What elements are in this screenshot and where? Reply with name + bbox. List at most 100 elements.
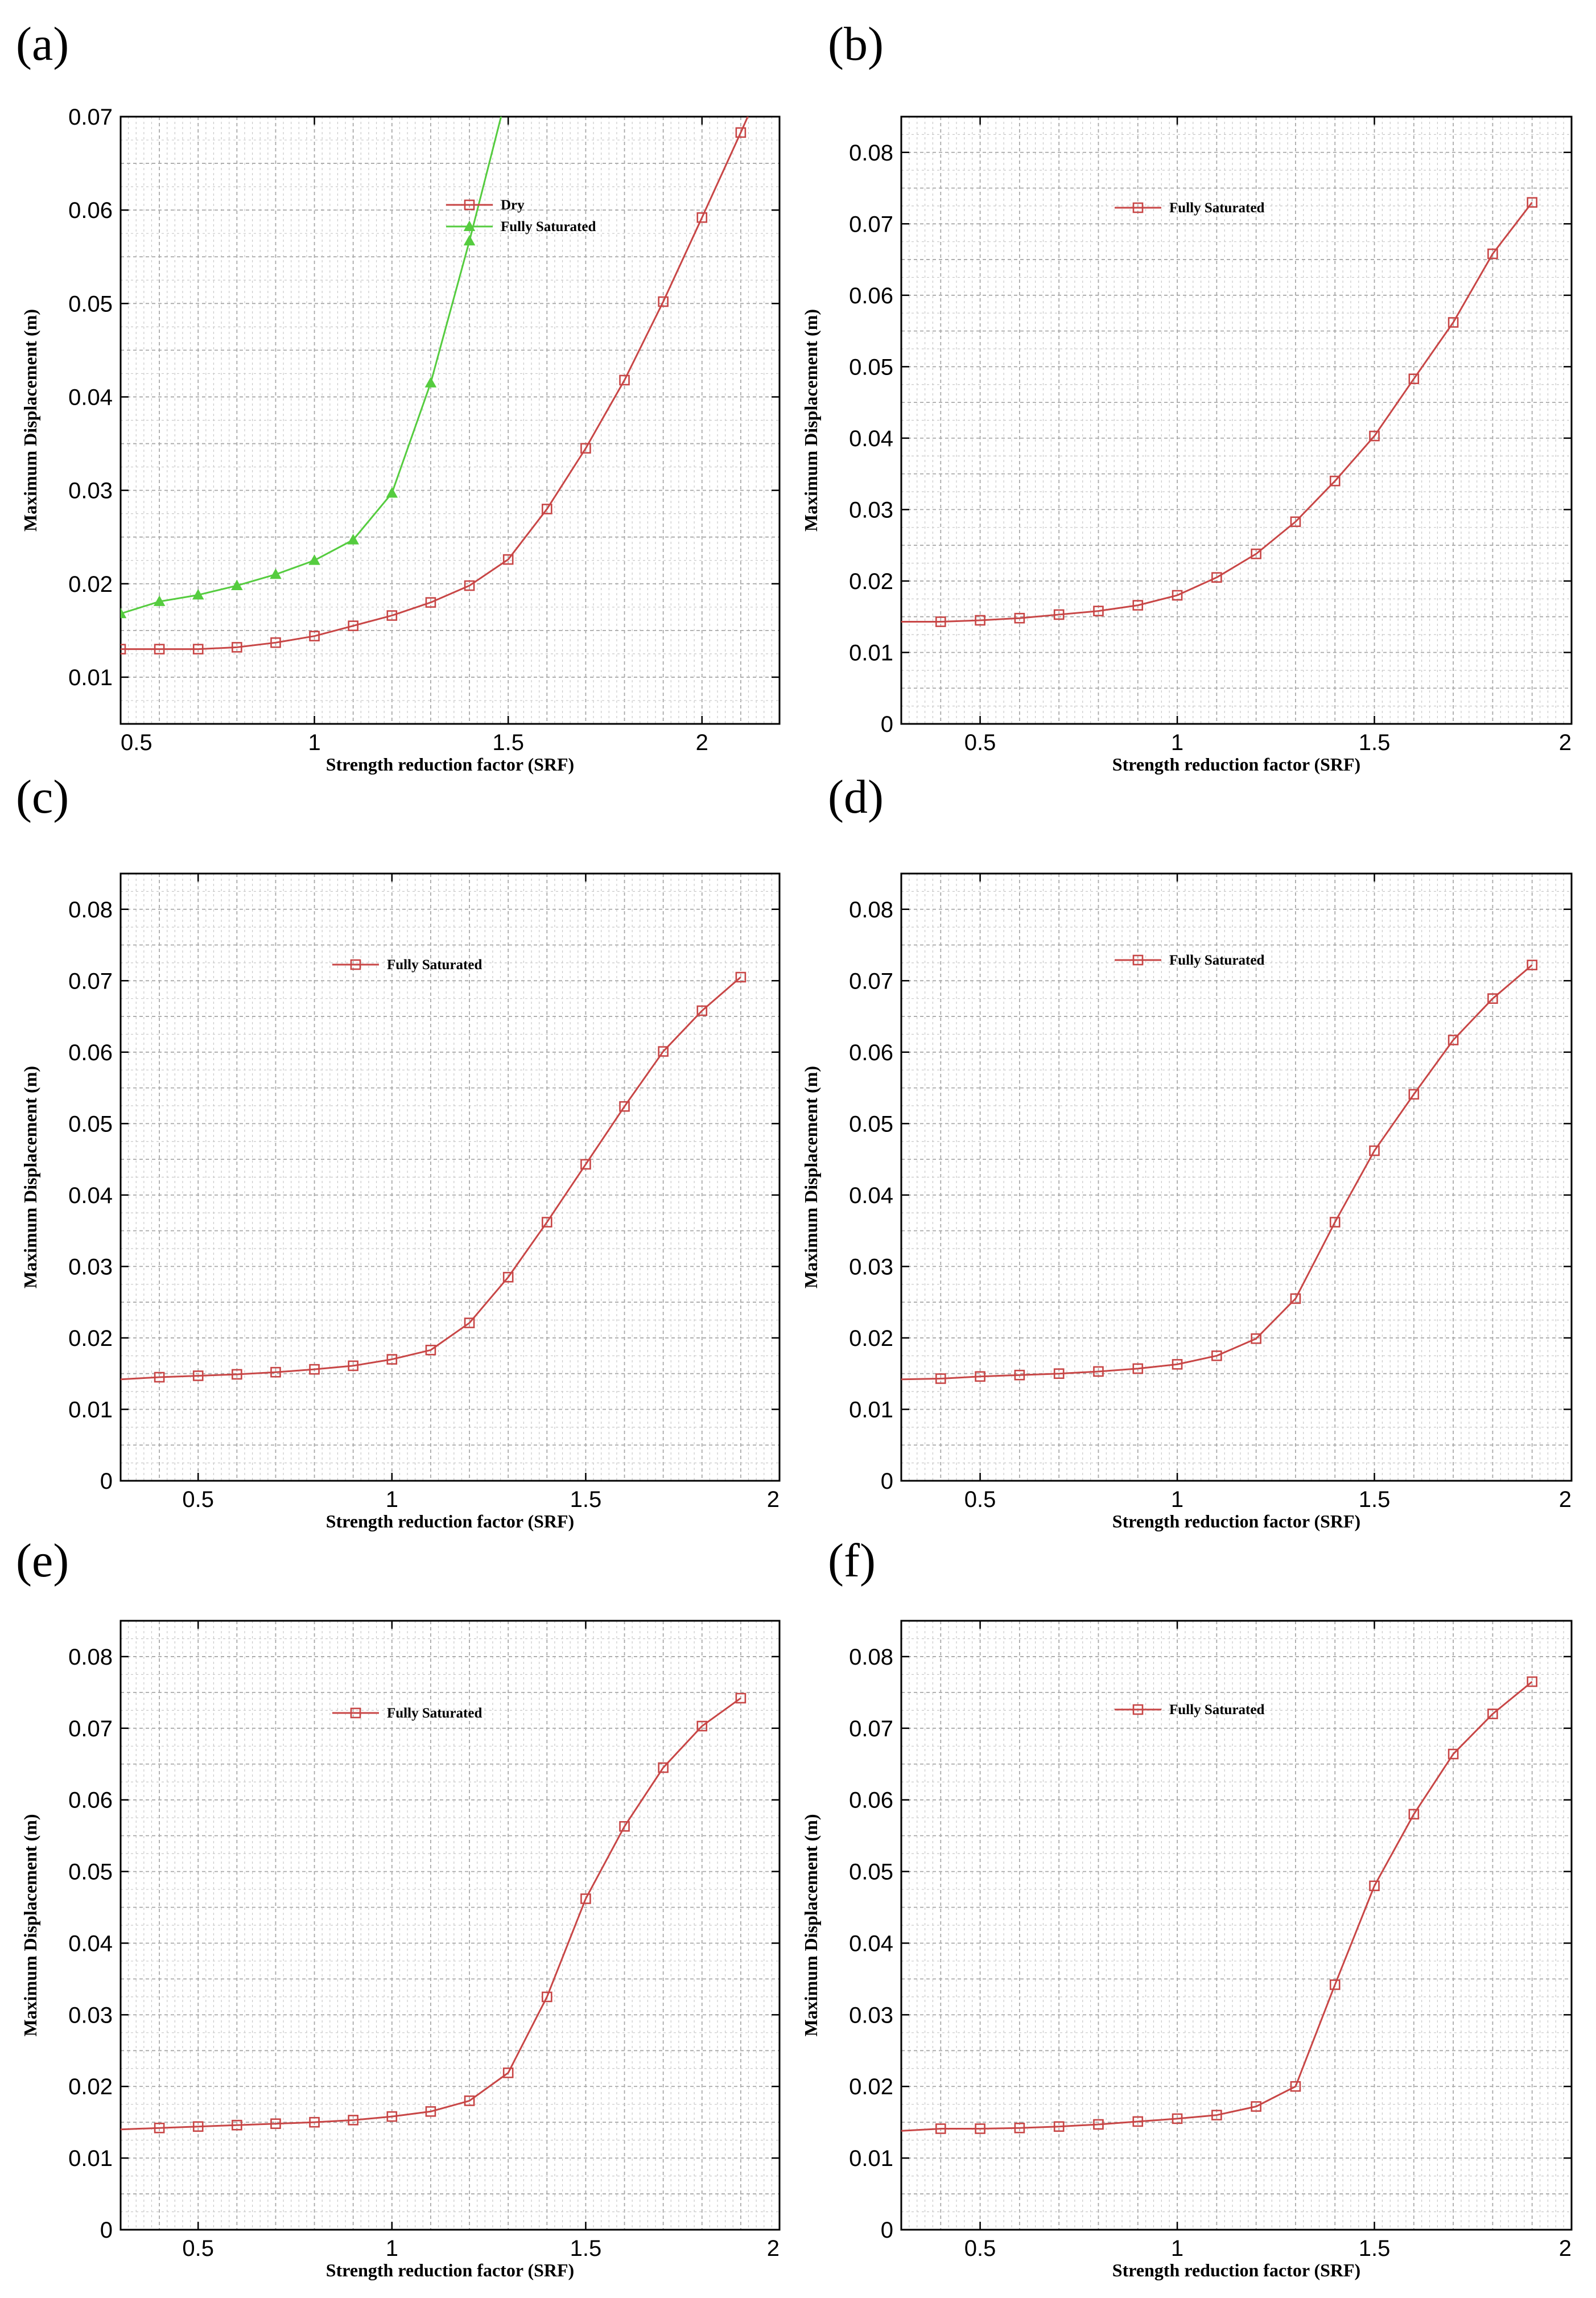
data-point-square <box>1408 1809 1420 1820</box>
y-tick-label: 0.01 <box>68 1397 113 1422</box>
y-tick-label: 0.08 <box>849 1645 893 1670</box>
data-point-square <box>1014 612 1025 624</box>
data-point-square <box>1527 1676 1538 1687</box>
data-point-square <box>1527 959 1538 970</box>
data-point-square <box>1487 248 1498 260</box>
y-tick-label: 0.05 <box>849 1111 893 1136</box>
x-axis: 0.5 1 1.5 2 <box>964 874 1573 1512</box>
data-point-square <box>619 1821 630 1832</box>
x-axis: 0.5 1 1.5 2 <box>119 117 708 755</box>
data-point-square <box>348 2115 359 2126</box>
x-tick-label: 1.5 <box>1359 730 1391 755</box>
data-point-square <box>619 374 630 386</box>
data-point-square <box>619 1101 630 1112</box>
chart-panel: (a) 0.5 1 1.5 2 0.01 0.02 0.03 0.04 0.05 0.06 0.07 S… <box>16 18 781 775</box>
y-tick-label: 0.04 <box>68 1183 113 1208</box>
y-tick-label: 0.02 <box>68 572 113 597</box>
legend: Fully Saturated <box>332 1706 482 1721</box>
data-point-square <box>154 644 165 654</box>
y-axis-title: Maximum Displacement (m) <box>20 309 40 532</box>
data-point-square <box>1369 1145 1380 1156</box>
data-point-square <box>425 1344 436 1356</box>
panel-label: (c) <box>16 771 69 823</box>
plot-frame <box>119 1620 781 2231</box>
series-line <box>901 964 1533 1381</box>
panel-label: (e) <box>16 1534 69 1587</box>
data-point-square <box>348 620 359 631</box>
panel-label: (d) <box>828 771 884 823</box>
x-tick-label: 1 <box>1171 2236 1183 2261</box>
data-point-square <box>975 1371 985 1382</box>
data-point-triangle <box>270 568 282 579</box>
data-point-square <box>1211 572 1222 583</box>
data-point-square <box>1132 2116 1144 2127</box>
x-tick-label: 1.5 <box>570 2236 602 2261</box>
data-point-square <box>464 2095 475 2106</box>
y-tick-label: 0.01 <box>849 1397 893 1422</box>
panel-label: (f) <box>828 1534 876 1587</box>
data-point-square <box>1053 1368 1065 1379</box>
data-point-square <box>1093 2119 1104 2130</box>
data-point-square <box>1053 2121 1065 2132</box>
y-tick-label: 0.08 <box>68 1645 113 1670</box>
data-point-square <box>1290 2081 1301 2092</box>
grid <box>121 1621 780 2230</box>
y-tick-label: 0.01 <box>68 665 113 690</box>
data-point-square <box>1132 1363 1144 1374</box>
y-tick-label: 0.03 <box>849 2003 893 2028</box>
y-tick-label: 0 <box>881 712 893 737</box>
y-tick-label: 0.03 <box>68 479 113 504</box>
x-tick-label: 0.5 <box>121 730 152 755</box>
y-tick-label: 0.01 <box>849 2146 893 2171</box>
y-tick-label: 0.02 <box>68 1326 113 1351</box>
data-point-square <box>1290 516 1301 528</box>
legend-entry: Fully Saturated <box>387 957 482 973</box>
y-tick-label: 0 <box>881 2218 893 2243</box>
y-tick-label: 0.01 <box>849 640 893 665</box>
y-tick-label: 0.02 <box>68 2074 113 2099</box>
data-point-square <box>975 2123 985 2134</box>
x-tick-label: 0.5 <box>182 2236 214 2261</box>
data-point-square <box>1132 954 1144 966</box>
data-point-square <box>232 1369 242 1380</box>
data-point-square <box>154 1372 165 1383</box>
data-point-square <box>192 644 204 654</box>
data-point-triangle <box>153 595 166 606</box>
x-tick-label: 2 <box>696 730 708 755</box>
y-tick-label: 0.08 <box>68 897 113 923</box>
y-axis: 0 0.01 0.02 0.03 0.04 0.05 0.06 0.07 0.08 <box>849 141 1572 737</box>
y-tick-label: 0 <box>100 1469 113 1494</box>
data-point-square <box>735 971 747 983</box>
data-point-square <box>1172 2113 1183 2124</box>
data-point-square <box>425 2106 436 2117</box>
y-tick-label: 0.04 <box>849 426 893 451</box>
data-point-square <box>270 637 281 648</box>
legend: Fully Saturated <box>1115 1702 1264 1718</box>
data-point-square <box>580 1893 591 1904</box>
data-point-square <box>348 1360 359 1372</box>
data-point-square <box>1251 1333 1261 1344</box>
series-line <box>121 1697 741 2131</box>
data-point-square <box>270 1366 281 1378</box>
data-point-square <box>1408 1089 1420 1100</box>
y-tick-label: 0.04 <box>849 1931 893 1956</box>
grid <box>121 117 780 724</box>
y-axis: 0 0.01 0.02 0.03 0.04 0.05 0.06 0.07 0.08 <box>849 897 1572 1494</box>
plot-frame <box>900 1620 1573 2231</box>
x-axis: 0.5 1 1.5 2 <box>182 1621 781 2261</box>
legend-entry: Fully Saturated <box>501 219 596 234</box>
x-tick-label: 1.5 <box>570 1487 602 1512</box>
data-point-square <box>696 1005 708 1016</box>
data-point-square <box>696 212 708 223</box>
data-point-square <box>1251 2101 1261 2112</box>
x-tick-label: 1 <box>308 730 320 755</box>
data-point-square <box>658 1046 669 1057</box>
data-point-square <box>1487 1708 1498 1719</box>
data-point-square <box>658 296 669 307</box>
data-point-square <box>580 443 591 454</box>
y-tick-label: 0.06 <box>849 283 893 308</box>
y-tick-label: 0.06 <box>849 1788 893 1813</box>
series-group <box>901 197 1538 627</box>
y-tick-label: 0.04 <box>68 1931 113 1956</box>
x-tick-label: 2 <box>1559 1487 1572 1512</box>
